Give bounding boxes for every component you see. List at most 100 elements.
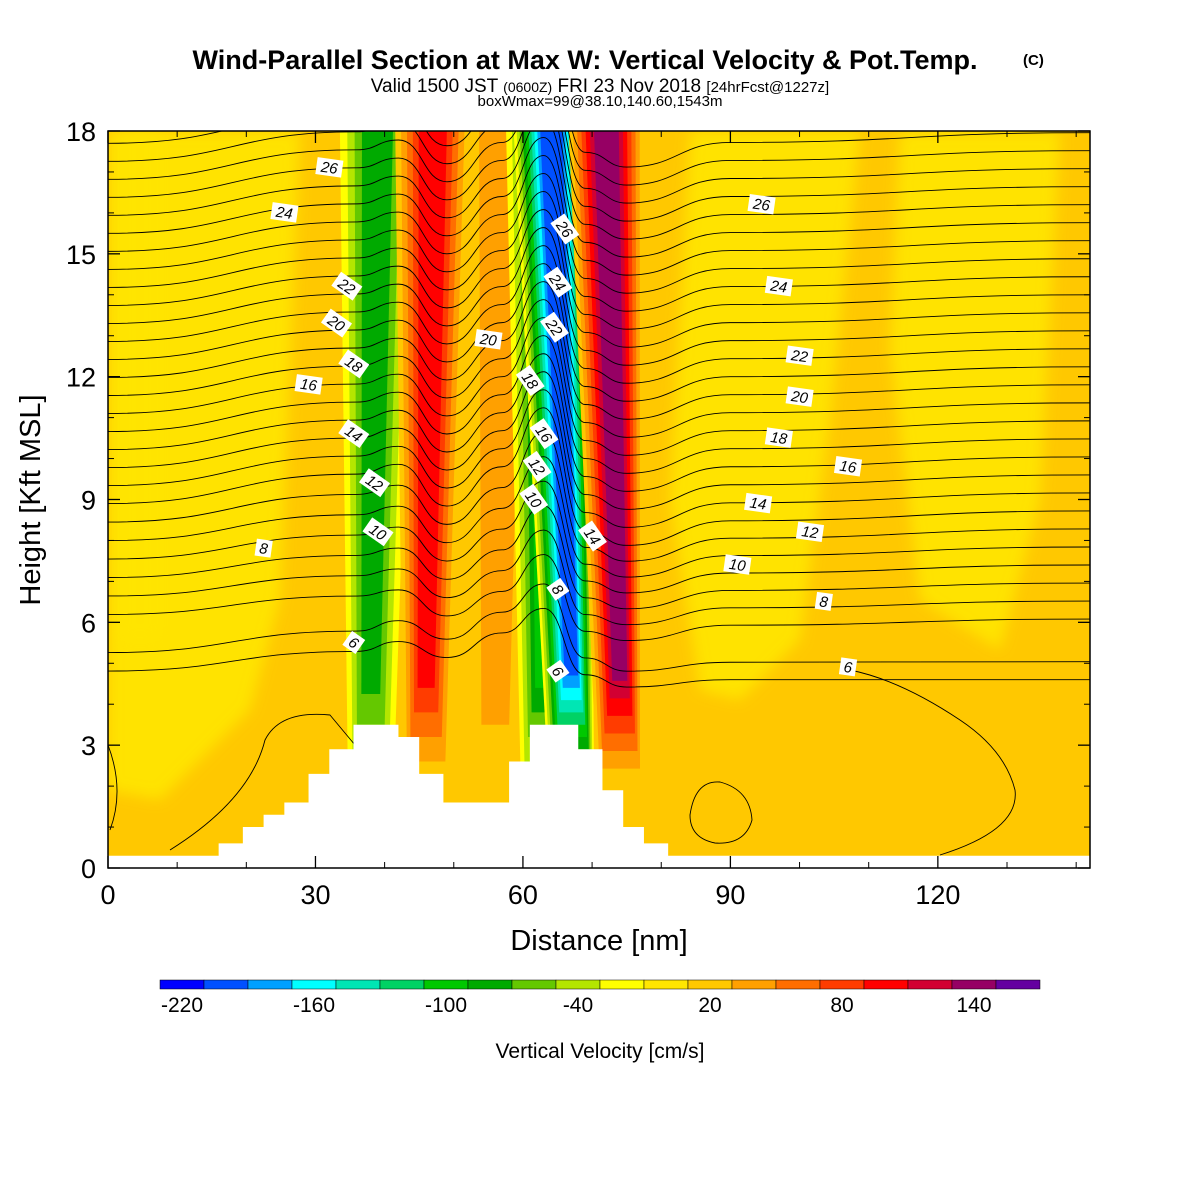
theta-label-23: 24 bbox=[764, 275, 793, 297]
theta-contour-labels: 2624222018161412108620262422181612101486… bbox=[254, 157, 863, 683]
theta-label-text: 8 bbox=[258, 540, 269, 558]
theta-label-text: 24 bbox=[274, 204, 294, 223]
subtitle-utc: (0600Z) bbox=[503, 79, 552, 95]
theta-label-31: 8 bbox=[814, 591, 833, 611]
theta-contour-20 bbox=[108, 191, 1090, 330]
theta-contour-22 bbox=[108, 155, 1090, 294]
colorbar-swatch-13 bbox=[731, 979, 777, 990]
theta-contour-12 bbox=[108, 335, 1090, 474]
subtitle-date: FRI 23 Nov 2018 bbox=[557, 76, 701, 97]
theta-label-text: 24 bbox=[768, 277, 788, 296]
theta-label-11: 20 bbox=[474, 329, 503, 350]
theta-label-29: 12 bbox=[795, 521, 825, 542]
theta-label-text: 14 bbox=[342, 423, 365, 446]
subtitle-box: boxWmax=99@38.10,140.60,1543m bbox=[478, 93, 723, 110]
plot-area: 2624222018161412108620262422181612101486… bbox=[108, 131, 1090, 868]
x-axis-label: Distance [nm] bbox=[510, 925, 687, 957]
theta-contour-8 bbox=[108, 407, 1090, 546]
colorbar-swatch-16 bbox=[863, 979, 909, 990]
x-tick-label-4: 120 bbox=[915, 880, 960, 910]
colorbar-swatch-9 bbox=[555, 979, 601, 990]
colorbar-swatch-1 bbox=[203, 979, 249, 990]
theta-label-18: 10 bbox=[519, 483, 549, 515]
colorbar-swatch-14 bbox=[775, 979, 821, 990]
theta-label-1: 24 bbox=[270, 202, 299, 223]
colorbar-swatch-18 bbox=[951, 979, 997, 990]
x-tick-label-1: 30 bbox=[300, 880, 330, 910]
theta-contour-5 bbox=[108, 480, 1090, 594]
theta-label-22: 26 bbox=[747, 193, 776, 215]
field-base-patches bbox=[108, 131, 1060, 800]
colorbar-swatch-11 bbox=[643, 979, 689, 990]
colorbar-label: Vertical Velocity [cm/s] bbox=[496, 1040, 705, 1063]
theta-contour-26 bbox=[108, 131, 1090, 222]
theta-label-15: 18 bbox=[515, 364, 545, 396]
theta-label-text: 10 bbox=[728, 556, 748, 575]
theta-label-16: 16 bbox=[529, 418, 559, 450]
theta-label-21: 6 bbox=[546, 659, 570, 683]
theta-label-25: 20 bbox=[785, 386, 814, 407]
x-tick-label-0: 0 bbox=[100, 880, 115, 910]
colorbar-tick-label-1: -160 bbox=[293, 994, 335, 1017]
y-tick-label-5: 15 bbox=[66, 240, 96, 270]
velocity-band-5-level-7 bbox=[594, 131, 628, 681]
theta-label-28: 14 bbox=[744, 492, 773, 514]
colorbar-swatch-17 bbox=[907, 979, 953, 990]
theta-contour-21 bbox=[108, 173, 1090, 312]
colorbar-swatch-4 bbox=[335, 979, 381, 990]
theta-label-text: 14 bbox=[749, 495, 768, 514]
theta-contour-2 bbox=[108, 554, 1090, 642]
theta-label-text: 14 bbox=[580, 525, 603, 548]
theta-label-text: 8 bbox=[818, 593, 829, 611]
subtitle-fcst: [24hrFcst@1227z] bbox=[706, 79, 829, 96]
theta-label-7: 12 bbox=[359, 468, 391, 498]
theta-contour-3 bbox=[108, 529, 1090, 626]
theta-contour-15 bbox=[108, 281, 1090, 420]
theta-contour-9 bbox=[108, 389, 1090, 528]
colorbar-tick-label-2: -100 bbox=[425, 994, 467, 1017]
theta-contour-13 bbox=[108, 317, 1090, 456]
theta-label-text: 20 bbox=[478, 331, 499, 350]
theta-contour-25 bbox=[108, 131, 1090, 240]
colorbar-tick-label-5: 80 bbox=[830, 994, 853, 1017]
theta-contour-28 bbox=[108, 131, 1090, 186]
y-tick-label-4: 12 bbox=[66, 363, 96, 393]
theta-label-5: 16 bbox=[294, 374, 323, 395]
velocity-band-0-level-4 bbox=[361, 131, 393, 694]
theta-contour-17 bbox=[108, 245, 1090, 384]
theta-label-text: 18 bbox=[769, 429, 789, 448]
copyright-mark: (C) bbox=[1023, 52, 1044, 69]
low-level-contours bbox=[108, 669, 1016, 856]
theta-label-text: 12 bbox=[800, 523, 820, 542]
theta-contour-11 bbox=[108, 353, 1090, 492]
theta-label-10: 6 bbox=[342, 630, 366, 654]
colorbar-swatch-0 bbox=[159, 979, 205, 990]
theta-label-9: 8 bbox=[254, 538, 273, 558]
colorbar-swatch-8 bbox=[511, 979, 557, 990]
x-tick-label-2: 60 bbox=[508, 880, 538, 910]
x-tick-label-3: 90 bbox=[715, 880, 745, 910]
y-tick-label-0: 0 bbox=[81, 854, 96, 884]
subtitle-line: Valid 1500 JST (0600Z) FRI 23 Nov 2018 [… bbox=[371, 76, 829, 97]
theta-label-text: 26 bbox=[751, 195, 772, 214]
theta-label-19: 14 bbox=[578, 520, 607, 552]
theta-contour-24 bbox=[108, 131, 1090, 258]
theta-label-text: 16 bbox=[838, 458, 858, 477]
theta-label-32: 6 bbox=[838, 657, 858, 677]
colorbar-tick-label-3: -40 bbox=[563, 994, 593, 1017]
colorbar-swatch-5 bbox=[379, 979, 425, 990]
theta-label-3: 20 bbox=[320, 308, 353, 338]
colorbar-swatch-10 bbox=[599, 979, 645, 990]
theta-label-20: 8 bbox=[546, 577, 570, 601]
theta-label-text: 22 bbox=[789, 347, 810, 366]
chart-title: Wind-Parallel Section at Max W: Vertical… bbox=[193, 45, 978, 75]
theta-label-4: 18 bbox=[338, 349, 370, 379]
y-axis-label: Height [Kft MSL] bbox=[15, 394, 47, 605]
y-axis: 0 3 6 9 12 15 18 bbox=[66, 117, 1090, 884]
velocity-band-1 bbox=[395, 131, 471, 787]
colorbar-swatch-12 bbox=[687, 979, 733, 990]
y-tick-label-2: 6 bbox=[81, 608, 96, 638]
colorbar-tick-label-4: 20 bbox=[698, 994, 721, 1017]
theta-label-24: 22 bbox=[785, 345, 814, 366]
